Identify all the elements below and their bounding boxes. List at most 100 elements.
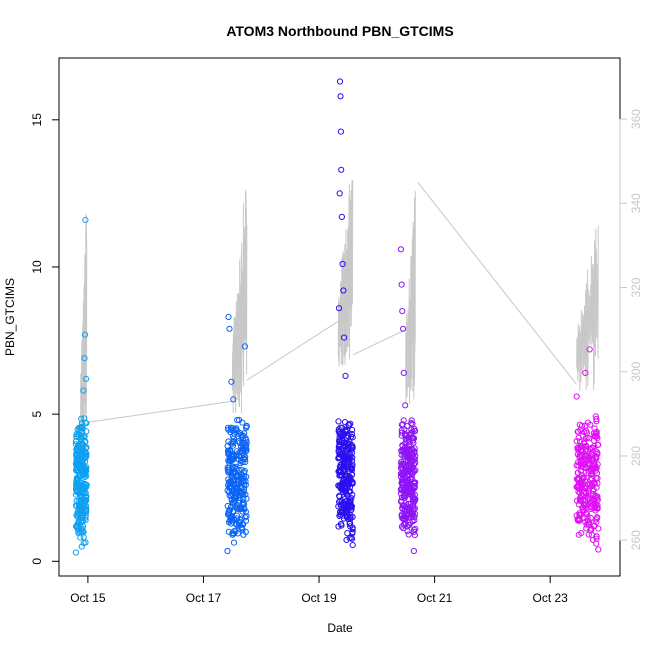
data-point <box>349 530 356 537</box>
data-point <box>574 428 581 435</box>
data-point <box>402 402 409 409</box>
data-point <box>346 514 353 521</box>
data-point <box>409 428 416 435</box>
data-point <box>81 331 89 338</box>
data-point <box>335 426 342 433</box>
y-tick-label: 15 <box>30 113 44 127</box>
y-tick-label: 10 <box>30 260 44 274</box>
data-point <box>74 487 82 494</box>
data-point <box>340 508 347 516</box>
data-point <box>348 442 355 449</box>
data-point <box>585 487 592 494</box>
x-axis-label: Date <box>327 621 353 635</box>
y-axis-label: PBN_GTCIMS <box>3 278 17 356</box>
data-point <box>73 467 81 474</box>
data-point <box>594 449 601 456</box>
data-point <box>80 490 87 497</box>
data-point <box>593 415 600 423</box>
data-point <box>585 520 592 528</box>
data-point <box>82 503 90 510</box>
data-point <box>398 494 406 501</box>
data-point <box>585 531 592 538</box>
data-point <box>81 474 89 481</box>
x-axis: Oct 15 Oct 17 Oct 19 Oct 21 Oct 23 <box>70 575 568 605</box>
data-point <box>241 501 248 508</box>
data-point <box>405 531 412 538</box>
data-point <box>336 512 343 520</box>
data-point <box>339 482 346 489</box>
data-point <box>226 511 233 518</box>
points-layer <box>72 78 602 556</box>
data-point <box>406 469 414 476</box>
data-point <box>345 478 352 485</box>
data-point <box>79 441 86 449</box>
data-point <box>575 531 582 538</box>
data-point <box>229 515 236 522</box>
data-point <box>585 470 592 477</box>
data-point <box>243 422 250 429</box>
data-point <box>408 417 415 424</box>
data-point <box>410 547 417 555</box>
data-point <box>80 466 88 474</box>
data-point <box>233 477 240 484</box>
data-point <box>588 475 595 482</box>
y2-tick-label: 300 <box>629 361 643 381</box>
data-point <box>77 521 84 529</box>
data-point <box>338 522 345 529</box>
data-point <box>584 434 591 441</box>
data-point <box>592 413 599 420</box>
data-point <box>577 461 585 468</box>
data-point <box>83 481 90 488</box>
data-point <box>227 429 234 436</box>
data-point <box>404 478 411 485</box>
data-point <box>233 448 240 455</box>
y2-tick-label: 320 <box>629 277 643 297</box>
data-point <box>341 466 348 473</box>
data-point <box>240 521 247 528</box>
data-point <box>409 420 416 428</box>
data-point <box>243 513 250 520</box>
data-point <box>405 452 412 459</box>
data-point <box>83 375 90 382</box>
data-point <box>591 505 598 512</box>
data-point <box>408 420 415 427</box>
data-point <box>77 486 84 494</box>
data-point <box>73 459 80 466</box>
data-point <box>589 495 596 502</box>
data-point <box>411 526 418 533</box>
y-tick-label: 5 <box>30 410 44 417</box>
point-cluster-2 <box>335 78 356 549</box>
data-point <box>81 355 88 362</box>
x-tick-label: Oct 15 <box>70 591 106 605</box>
data-point <box>344 445 352 452</box>
right-axis-line-connector-2 <box>352 329 406 356</box>
data-point <box>582 453 589 460</box>
data-point <box>403 437 410 444</box>
data-point <box>582 501 590 509</box>
data-point <box>410 494 417 501</box>
data-point <box>80 387 87 394</box>
data-point <box>591 433 598 440</box>
data-point <box>590 498 597 505</box>
data-point <box>412 525 419 533</box>
data-point <box>577 496 584 503</box>
data-point <box>411 428 419 435</box>
right-axis-line-burst-1 <box>231 190 248 414</box>
data-point <box>592 516 600 523</box>
data-point <box>243 439 250 446</box>
data-point <box>224 447 232 454</box>
data-point <box>335 523 342 530</box>
data-point <box>594 480 601 487</box>
data-point <box>229 477 236 484</box>
data-point <box>581 488 588 496</box>
data-point <box>336 190 343 197</box>
data-point <box>339 260 346 268</box>
y-axis: 0 5 10 15 <box>30 113 60 565</box>
point-cluster-4 <box>573 346 602 553</box>
data-point <box>235 456 242 463</box>
data-point <box>82 216 89 223</box>
data-point <box>237 443 245 450</box>
data-point <box>576 451 583 458</box>
data-point <box>346 488 353 495</box>
